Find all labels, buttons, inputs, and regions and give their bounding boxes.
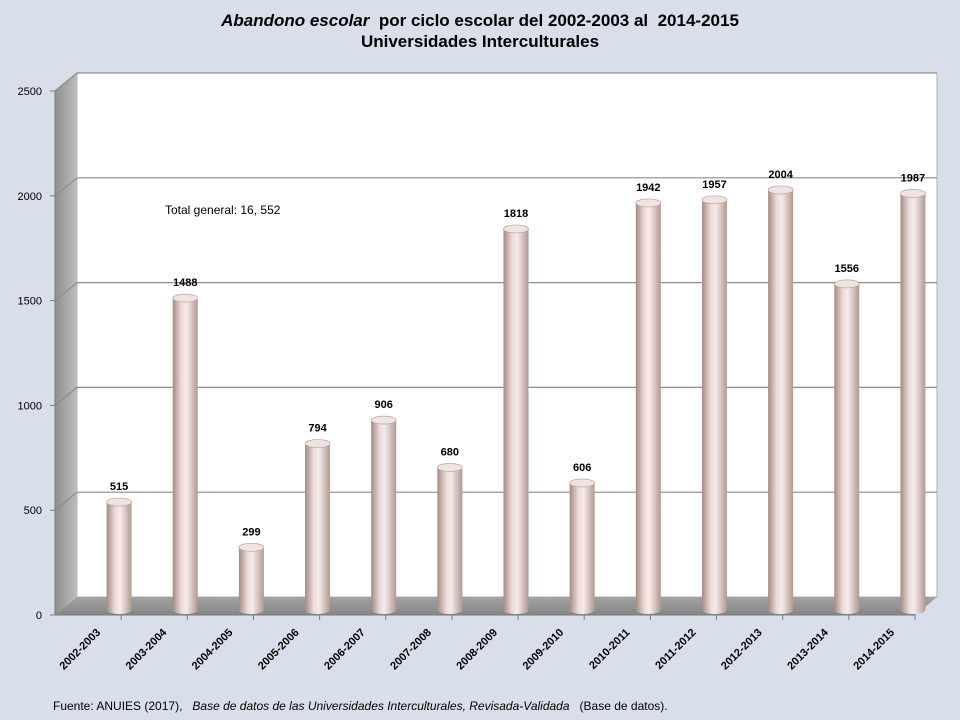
bar-top — [900, 189, 926, 198]
bar-body — [305, 443, 331, 614]
bar-body — [834, 283, 860, 614]
bars: 515 1488 299 794 906 680 1818 606 1942 1957 2004 15… — [106, 169, 926, 615]
bar-2011-2012: 1957 — [701, 179, 728, 614]
data-label: 1957 — [702, 179, 726, 191]
gridline — [54, 177, 937, 197]
x-tick-label: 2002-2003 — [58, 627, 104, 673]
data-label: 2004 — [768, 169, 793, 181]
data-label: 515 — [110, 481, 128, 493]
footer-prefix: Fuente: ANUIES (2017), — [53, 699, 183, 713]
footer-suffix: (Base de datos). — [579, 699, 668, 713]
x-tick-label: 2012-2013 — [719, 627, 765, 673]
x-tick-label: 2005-2006 — [256, 627, 302, 673]
x-tick-label: 2008-2009 — [454, 627, 500, 673]
data-label: 1942 — [636, 182, 660, 194]
total-annotation: Total general: 16, 552 — [165, 203, 281, 217]
chart-subtitle: Universidades Interculturales — [360, 32, 600, 51]
bar-2006-2007: 906 — [370, 399, 397, 614]
bar-top — [172, 293, 199, 303]
bar-body — [503, 228, 529, 614]
y-tick-label: 0 — [36, 610, 42, 622]
bar-body — [635, 202, 661, 615]
bar-2003-2004: 1488 — [172, 277, 199, 614]
bar-body — [238, 547, 264, 614]
data-label: 680 — [441, 446, 459, 458]
bar-2005-2006: 794 — [304, 423, 331, 614]
data-label: 606 — [573, 462, 591, 474]
y-tick-label: 500 — [24, 505, 42, 517]
chart-title-part1: Abandono escolar — [221, 11, 370, 30]
bar-body — [106, 502, 132, 614]
bar-2012-2013: 2004 — [767, 169, 794, 614]
chart-title-part2: por ciclo escolar del 2002-2003 al 2014-… — [369, 11, 739, 30]
bar-body — [371, 420, 397, 614]
bar-2002-2003: 515 — [106, 481, 132, 614]
plot-side-wall — [55, 73, 77, 615]
data-label: 1556 — [835, 263, 859, 275]
bar-2009-2010: 606 — [569, 462, 596, 614]
bar-top — [833, 279, 860, 289]
bar-body — [437, 467, 463, 614]
bar-body — [900, 193, 926, 615]
data-label: 1987 — [901, 173, 925, 185]
bar-top — [701, 195, 728, 205]
bar-top — [238, 542, 265, 552]
bar-2004-2005: 299 — [238, 526, 265, 614]
bar-top — [370, 415, 397, 425]
y-tick-label: 1000 — [18, 400, 42, 412]
bar-top — [635, 198, 662, 208]
x-axis: 2002-2003 2003-2004 2004-2005 2005-2006 2006… — [55, 614, 916, 673]
footer-title: Base de datos de las Universidades Inter… — [192, 699, 570, 713]
data-label: 299 — [242, 526, 260, 538]
gridline — [54, 72, 937, 92]
bar-top — [503, 224, 529, 234]
bar-body — [569, 482, 595, 614]
x-tick-label: 2003-2004 — [124, 626, 170, 672]
bar-body — [172, 298, 198, 614]
bar-2014-2015: 1987 — [900, 173, 926, 615]
bar-2008-2009: 1818 — [503, 208, 529, 614]
x-tick-label: 2011-2012 — [653, 627, 698, 672]
x-tick-label: 2010-2011 — [587, 627, 632, 672]
bar-2010-2011: 1942 — [635, 182, 662, 615]
bar-top — [304, 439, 331, 448]
data-label: 1818 — [504, 208, 528, 220]
bar-2007-2008: 680 — [436, 446, 463, 614]
y-tick-label: 2000 — [18, 191, 42, 203]
chart-title: Abandono escolar por ciclo escolar del 2… — [0, 10, 960, 52]
bar-top — [569, 478, 596, 488]
y-axis: 0 500 1000 1500 2000 2500 — [18, 86, 56, 622]
y-tick-label: 2500 — [18, 86, 42, 98]
source-footer: Fuente: ANUIES (2017), Base de datos de … — [53, 699, 668, 713]
bar-top — [767, 185, 794, 195]
x-tick-label: 2007-2008 — [388, 627, 434, 673]
bar-top — [106, 497, 132, 507]
data-label: 794 — [308, 423, 327, 435]
data-label: 906 — [375, 399, 393, 411]
bar-top — [436, 463, 463, 472]
bar-body — [701, 199, 727, 614]
bar-body — [768, 189, 794, 614]
x-tick-label: 2006-2007 — [322, 627, 368, 673]
x-tick-label: 2013-2014 — [785, 626, 831, 672]
x-tick-label: 2014-2015 — [851, 627, 897, 673]
x-tick-label: 2004-2005 — [190, 627, 236, 673]
x-tick-label: 2009-2010 — [521, 627, 567, 673]
y-tick-label: 1500 — [18, 296, 42, 308]
data-label: 1488 — [173, 277, 197, 289]
bar-2013-2014: 1556 — [833, 263, 860, 614]
